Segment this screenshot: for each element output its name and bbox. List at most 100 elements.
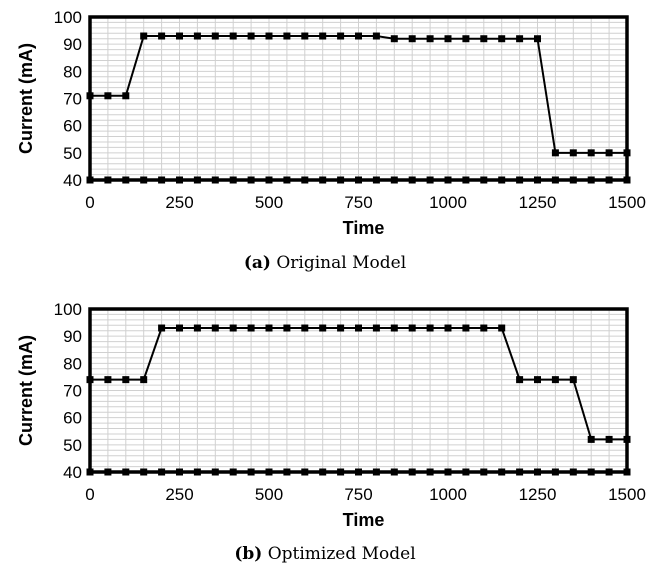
data-point: [193, 324, 201, 332]
plot-border: [88, 15, 629, 182]
data-point: [587, 149, 595, 157]
data-point: [426, 324, 434, 332]
data-point: [355, 32, 362, 40]
data-point: [390, 35, 398, 43]
data-point: [337, 324, 345, 332]
y-tick-label: 40: [63, 463, 82, 482]
data-point: [301, 324, 309, 332]
data-point: [498, 35, 506, 43]
x-tick-label: 1000: [429, 485, 467, 504]
gridlines: [89, 16, 628, 181]
data-point: [193, 32, 201, 40]
data-point: [551, 149, 559, 157]
x-tick-label: 500: [255, 485, 283, 504]
data-point: [480, 35, 488, 43]
x-tick-label: 250: [165, 193, 193, 212]
data-point: [444, 324, 452, 332]
x-tick-label: 1250: [519, 485, 557, 504]
x-tick-label: 1250: [519, 193, 557, 212]
y-axis-title: Current (mA): [16, 43, 36, 154]
data-point: [426, 35, 434, 43]
gridlines: [89, 308, 628, 473]
caption-optimized: (b) Optimized Model: [0, 544, 650, 564]
data-point: [516, 35, 524, 43]
data-point: [301, 32, 309, 40]
data-point: [372, 32, 380, 40]
x-tick-label: 500: [255, 193, 283, 212]
data-point: [408, 35, 416, 43]
data-point: [211, 32, 219, 40]
data-point: [247, 32, 255, 40]
data-point: [551, 376, 559, 384]
x-axis-title: Time: [343, 218, 385, 238]
data-point: [480, 324, 488, 332]
data-point: [104, 376, 112, 384]
caption-tag: (b): [234, 544, 263, 564]
x-tick-label: 250: [165, 485, 193, 504]
y-tick-label: 80: [63, 62, 82, 81]
data-point: [265, 324, 273, 332]
data-point: [158, 32, 166, 40]
data-point: [569, 376, 577, 384]
x-tick-label: 750: [344, 485, 372, 504]
data-point: [229, 324, 237, 332]
data-point: [516, 376, 524, 384]
chart-panel-optimized: 40 50 60 70 80 90 100 0 250 500 750 1000 1250 1500 Tim…: [0, 292, 650, 542]
data-point: [176, 32, 183, 40]
data-point: [534, 376, 541, 384]
data-point: [319, 324, 327, 332]
x-tick-label: 0: [85, 485, 94, 504]
x-tick-label: 750: [344, 193, 372, 212]
series-0: [86, 324, 631, 443]
y-tick-label: 90: [63, 35, 82, 54]
y-tick-label: 60: [63, 409, 82, 428]
data-point: [265, 32, 273, 40]
data-point: [104, 92, 112, 100]
y-tick-label: 100: [54, 8, 82, 27]
data-point: [390, 324, 398, 332]
data-point: [229, 32, 237, 40]
data-point: [355, 324, 362, 332]
data-point: [122, 92, 130, 100]
data-point: [408, 324, 416, 332]
data-point: [498, 324, 506, 332]
data-point: [587, 435, 595, 443]
y-tick-label: 60: [63, 117, 82, 136]
data-point: [605, 435, 613, 443]
caption-text: Optimized Model: [267, 544, 416, 564]
data-point: [158, 324, 166, 332]
y-tick-label: 70: [63, 382, 82, 401]
x-tick-label: 1500: [608, 193, 646, 212]
data-point: [176, 324, 183, 332]
y-tick-label: 50: [63, 144, 82, 163]
y-tick-label: 90: [63, 327, 82, 346]
data-point: [211, 324, 219, 332]
y-tick-label: 80: [63, 354, 82, 373]
data-point: [534, 35, 541, 43]
plot-border: [88, 307, 629, 474]
data-point: [372, 324, 380, 332]
data-point: [122, 376, 130, 384]
data-point: [569, 149, 577, 157]
data-point: [283, 32, 291, 40]
data-point: [462, 35, 470, 43]
data-point: [140, 376, 148, 384]
chart-panel-original: 40 50 60 70 80 90 100 0 250 500 750 1000 1250 1500 Tim…: [0, 0, 650, 250]
data-point: [247, 324, 255, 332]
data-point: [605, 149, 613, 157]
y-tick-label: 70: [63, 90, 82, 109]
x-tick-label: 1500: [608, 485, 646, 504]
data-point: [462, 324, 470, 332]
caption-original: (a) Original Model: [0, 253, 650, 273]
data-point: [140, 32, 148, 40]
x-tick-label: 1000: [429, 193, 467, 212]
data-point: [444, 35, 452, 43]
x-tick-label: 0: [85, 193, 94, 212]
y-tick-label: 40: [63, 171, 82, 190]
caption-text: Original Model: [276, 253, 407, 273]
x-axis-title: Time: [343, 510, 385, 530]
data-point: [319, 32, 327, 40]
